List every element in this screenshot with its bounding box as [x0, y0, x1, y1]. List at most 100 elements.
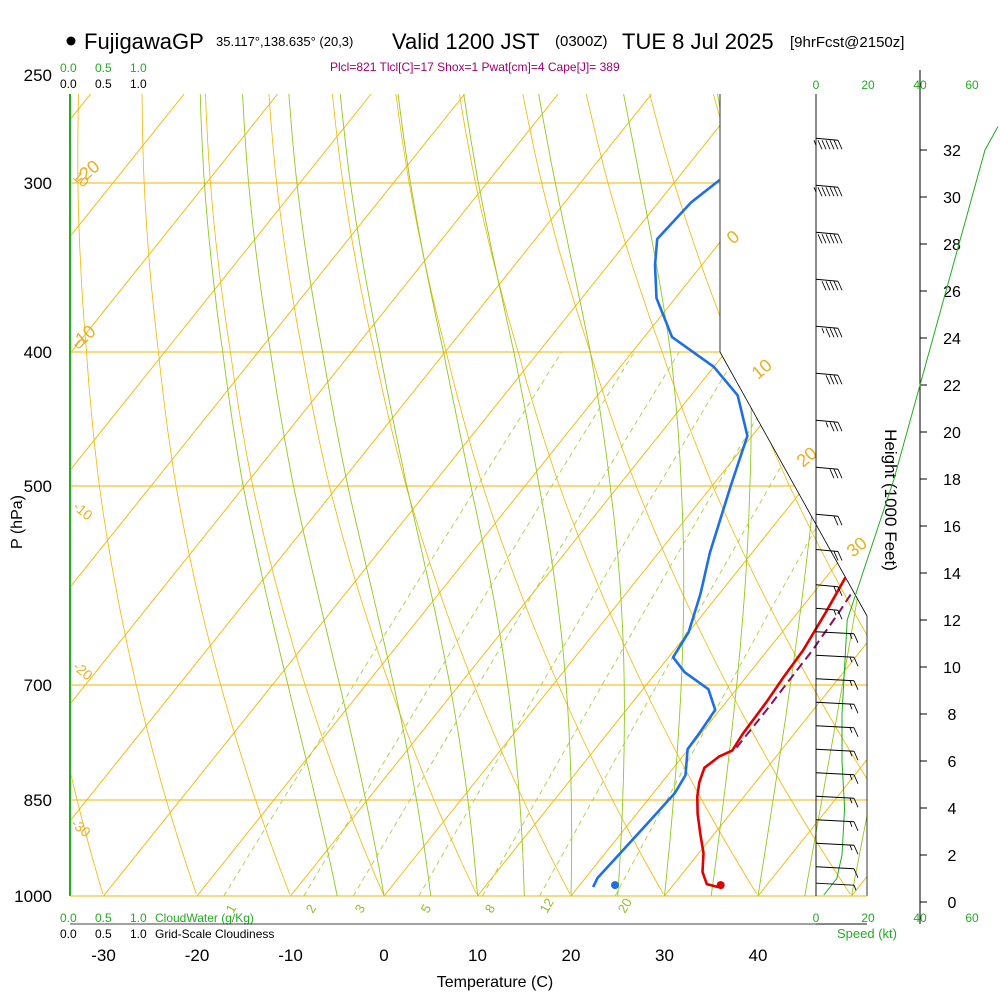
profile-line-temperature — [696, 102, 867, 889]
wind-barb-staff — [815, 866, 855, 870]
wind-barb-staff — [815, 748, 855, 752]
x-axis-label: Temperature (C) — [437, 974, 553, 991]
dry-adiabat-line — [522, 94, 851, 895]
mixing-ratio-line — [352, 351, 680, 896]
moist-adiabat-line — [336, 94, 478, 896]
wind-barb-flag — [817, 140, 823, 150]
isotherm-label: 30 — [843, 533, 871, 561]
mixing-ratio-label: 2 — [303, 902, 320, 916]
wind-barb-flag — [853, 868, 859, 878]
y-axis-label: P (hPa) — [9, 495, 26, 549]
wind-barb-half-flag — [833, 586, 837, 592]
wind-barb — [815, 278, 843, 291]
cloudwater-scale-bottom-1: 0.5 — [95, 911, 112, 925]
height-tick-label: 4 — [948, 801, 957, 818]
moist-adiabat-line — [198, 94, 338, 896]
speed-tick-label-top: 20 — [861, 78, 875, 92]
wind-barb-flag — [829, 328, 835, 338]
wind-barb — [815, 678, 859, 690]
wind-barb-flag — [837, 281, 843, 291]
wind-barb-flag — [837, 551, 843, 561]
wind-barb-flag — [833, 140, 839, 150]
wind-barb — [815, 882, 857, 891]
wind-barb — [815, 466, 843, 479]
wind-barb-staff — [815, 607, 839, 611]
wind-barb-staff — [815, 584, 839, 588]
wind-barb-flag — [837, 375, 843, 385]
moist-adiabat-line — [285, 94, 432, 896]
cloudiness-scale-top-0: 0.0 — [60, 77, 77, 91]
isotherm-label: 0 — [723, 226, 744, 248]
wind-barb-flag — [829, 140, 835, 150]
speed-tick-label-bottom: 40 — [913, 911, 927, 925]
isotherm-line — [477, 94, 867, 896]
height-tick-label: 16 — [943, 519, 961, 536]
wind-barb — [815, 772, 859, 784]
wind-barb-half-flag — [849, 727, 853, 733]
wind-barb-flag — [853, 727, 859, 737]
wind-barb-flag — [817, 187, 823, 197]
isotherm-line — [70, 94, 559, 896]
isotherm-line — [70, 94, 278, 896]
wind-barb-half-flag — [849, 798, 853, 804]
temperature-tick-label: -20 — [185, 946, 210, 965]
isotherm-line — [945, 94, 1000, 896]
wind-panel: 0246810121416182022242628303200202040406… — [611, 70, 999, 925]
wind-barb-staff — [815, 278, 839, 282]
mixing-ratio-label: 20 — [615, 895, 635, 915]
wind-barb-staff — [815, 549, 839, 552]
moist-adiabat-line — [851, 94, 867, 896]
valid-time: Valid 1200 JST — [392, 29, 540, 54]
isotherm-line — [757, 94, 867, 896]
height-tick-label: 0 — [948, 895, 957, 912]
wind-barb-flag — [829, 422, 835, 432]
mixing-ratio-label: 5 — [418, 902, 435, 916]
speed-tick-label-bottom: 60 — [965, 911, 979, 925]
wind-barb-half-flag — [813, 187, 817, 193]
plot-frame — [69, 94, 868, 925]
marker-surface-dew-point — [611, 881, 619, 890]
isotherm-label: 10 — [748, 355, 776, 383]
station-name: FujigawaGP — [84, 29, 204, 54]
wind-barb-half-flag — [821, 328, 825, 334]
sounding-parameters: Plcl=821 Tlcl[C]=17 Shox=1 Pwat[cm]=4 Ca… — [330, 60, 620, 74]
isotherm-line — [103, 94, 746, 896]
wind-barb-half-flag — [849, 821, 853, 827]
isotherm-label: 20 — [793, 443, 821, 471]
wind-barb-flag — [829, 469, 835, 479]
wind-barb-flag — [817, 234, 823, 244]
height-tick-label: 24 — [943, 331, 961, 348]
moist-adiabat-line — [709, 94, 752, 896]
wind-barb-flag — [821, 140, 827, 150]
temperature-tick-label: -30 — [91, 946, 116, 965]
dry-adiabat-line — [395, 94, 664, 895]
height-tick-label: 14 — [943, 566, 961, 583]
cloudiness-scale-bottom-0: 0.0 — [60, 927, 77, 941]
wind-barb — [815, 419, 843, 432]
wind-barb-flag — [833, 281, 839, 291]
height-tick-label: 8 — [948, 707, 957, 724]
wind-barb-half-flag — [849, 657, 853, 663]
wind-barb-flag — [853, 821, 859, 831]
wind-barb-staff — [815, 513, 839, 517]
wind-barb-flag — [853, 704, 859, 714]
wind-barb — [813, 184, 843, 197]
mixing-ratio-label: 8 — [482, 902, 499, 916]
height-tick-label: 10 — [943, 660, 961, 677]
wind-barb — [815, 866, 859, 878]
height-tick-label: 30 — [943, 190, 961, 207]
moist-adiabat-line — [615, 94, 685, 896]
background-lines — [70, 94, 1000, 896]
isotherm-line — [851, 94, 867, 896]
dry-adiabat-line — [459, 94, 758, 895]
height-tick-label: 26 — [943, 284, 961, 301]
wind-barb-flag — [829, 281, 835, 291]
wind-barb-half-flag — [813, 140, 817, 146]
wind-barb — [815, 513, 843, 526]
wind-barb-flag — [853, 774, 859, 784]
wind-barb — [815, 549, 843, 561]
wind-barb — [815, 819, 859, 831]
wind-barb — [815, 795, 859, 808]
speed-tick-label-bottom: 20 — [861, 911, 875, 925]
temperature-tick-label: 20 — [562, 946, 581, 965]
